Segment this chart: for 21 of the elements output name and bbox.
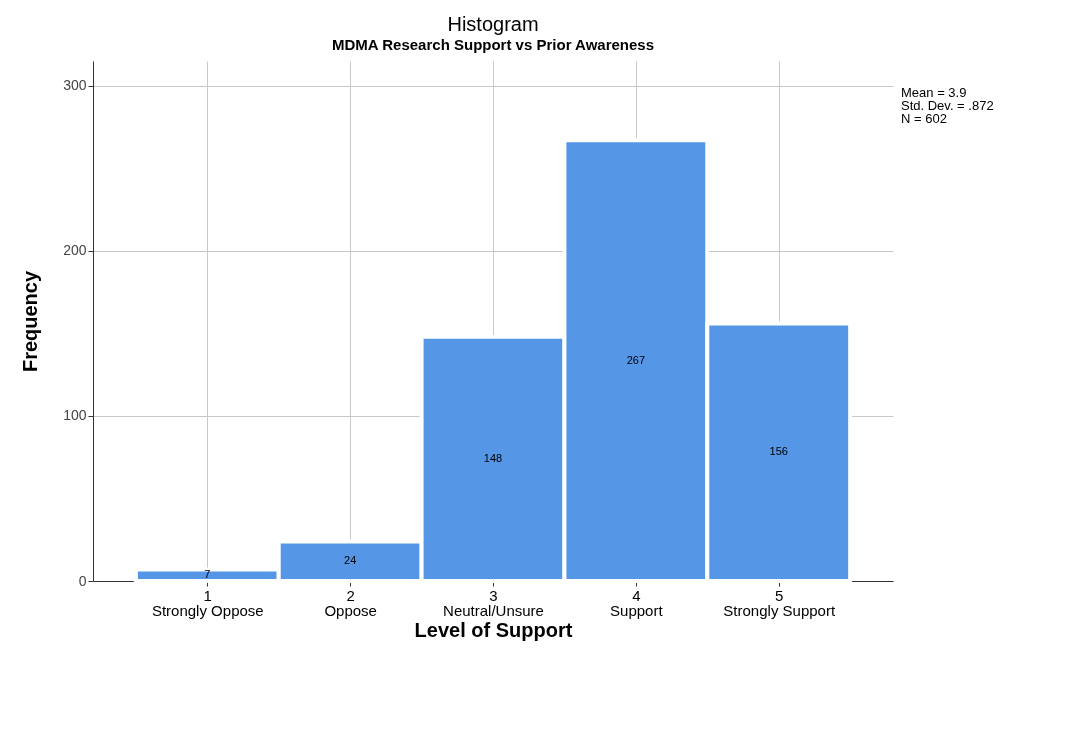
x-tick-label: 4 Support (610, 586, 664, 619)
text: Std. Dev. = .872 (901, 98, 994, 113)
data-label: 148 (483, 451, 503, 464)
data-label: 24 (344, 554, 357, 567)
data-label: 156 (769, 445, 788, 458)
y-tick-label: 200 (63, 242, 87, 259)
y-tick-label: 300 (63, 77, 87, 94)
x-tick-label: 5 Strongly Support (723, 586, 836, 619)
x-tick-label: 3 Neutral/Unsure (443, 586, 544, 619)
data-label: 267 (626, 353, 646, 366)
data-label: 7 (204, 568, 211, 581)
x-tick-label: 2 Oppose (324, 586, 377, 619)
y-tick-label: 100 (63, 407, 87, 424)
chart-title: Histogram (447, 13, 539, 35)
y-axis-title: Frequency (19, 270, 42, 373)
text: N = 602 (901, 111, 947, 126)
text: Mean = 3.9 (901, 85, 967, 100)
chart-subtitle: MDMA Research Support vs Prior Awareness (331, 36, 655, 53)
x-tick-label: 1 Strongly Oppose (151, 586, 264, 619)
y-tick-label: 0 (78, 572, 87, 589)
x-axis-title: Level of Support (414, 618, 573, 641)
